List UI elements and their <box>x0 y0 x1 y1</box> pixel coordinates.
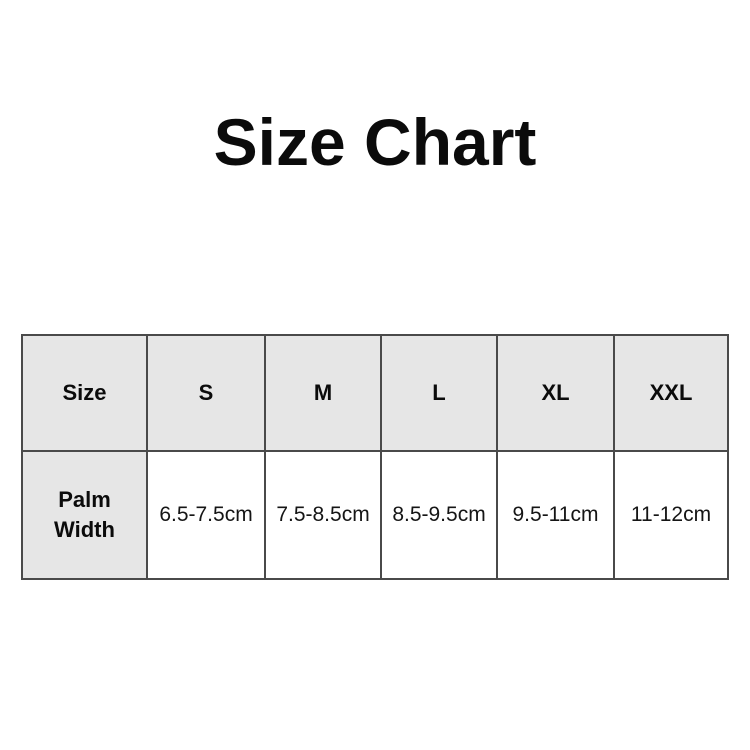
table-row: Palm Width 6.5-7.5cm 7.5-8.5cm 8.5-9.5cm… <box>21 450 729 580</box>
cell-palm-width-m: 7.5-8.5cm <box>264 450 382 580</box>
size-chart-table: Size S M L XL XXL Palm Width 6.5-7.5cm 7… <box>21 334 729 580</box>
column-header-xxl: XXL <box>613 334 729 452</box>
column-header-l: L <box>380 334 498 452</box>
row-header-palm-width: Palm Width <box>21 450 148 580</box>
column-header-m: M <box>264 334 382 452</box>
size-table-container: Size S M L XL XXL Palm Width 6.5-7.5cm 7… <box>21 334 729 580</box>
cell-palm-width-xxl: 11-12cm <box>613 450 729 580</box>
cell-palm-width-l: 8.5-9.5cm <box>380 450 498 580</box>
cell-palm-width-s: 6.5-7.5cm <box>146 450 266 580</box>
page-title: Size Chart <box>213 105 537 179</box>
cell-palm-width-xl: 9.5-11cm <box>496 450 615 580</box>
column-header-s: S <box>146 334 266 452</box>
column-header-size: Size <box>21 334 148 452</box>
column-header-xl: XL <box>496 334 615 452</box>
table-header-row: Size S M L XL XXL <box>21 334 729 452</box>
